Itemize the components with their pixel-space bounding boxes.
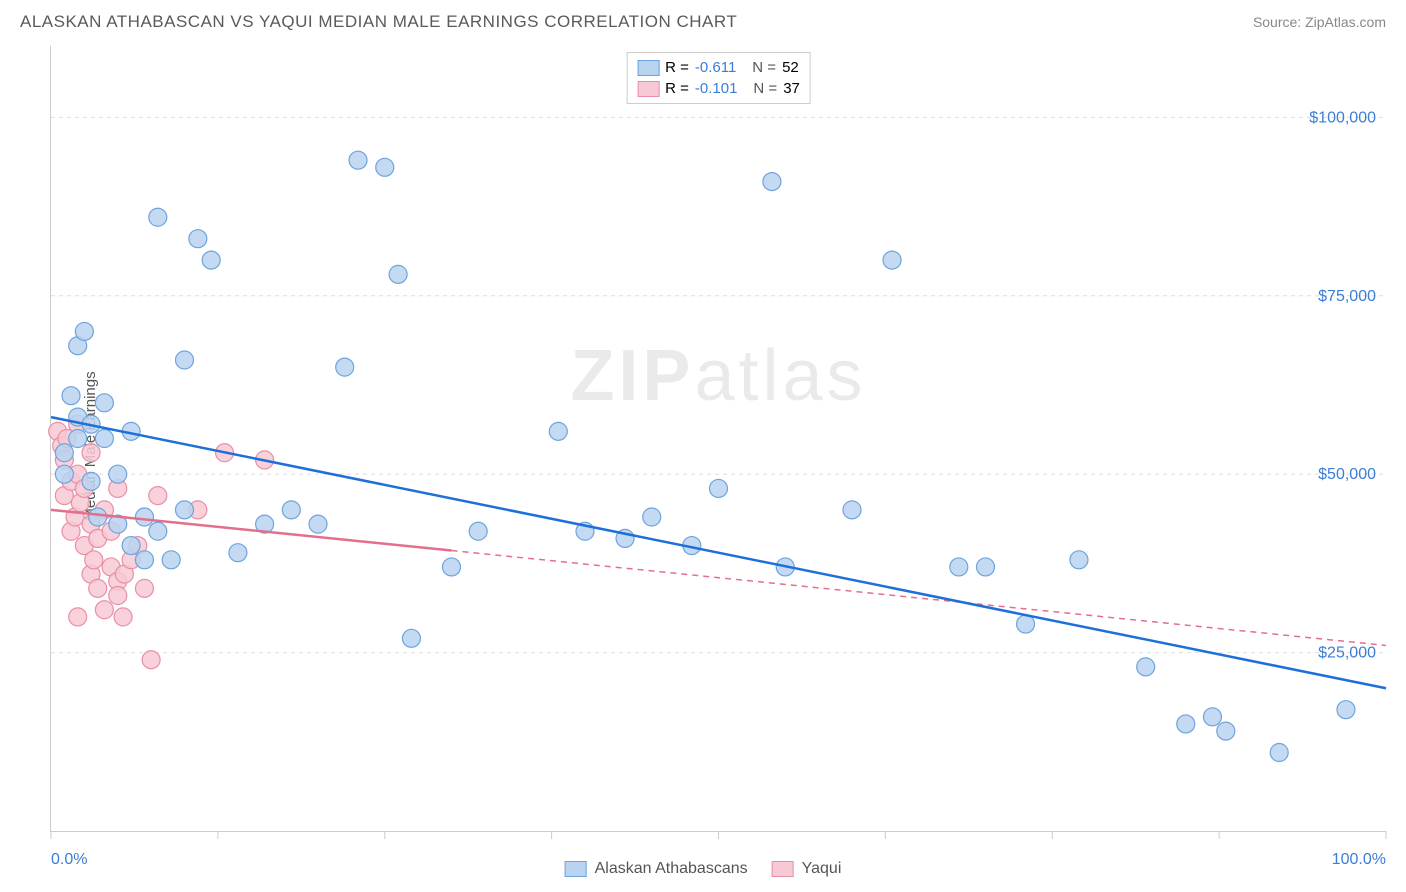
legend-label-athabascan: Alaskan Athabascans <box>595 860 748 878</box>
swatch-yaqui <box>637 81 659 97</box>
r-label: R = <box>665 59 689 76</box>
n-value-athabascan: 52 <box>782 59 799 76</box>
legend-item-athabascan: Alaskan Athabascans <box>565 860 748 878</box>
legend-label-yaqui: Yaqui <box>802 860 842 878</box>
chart-title: ALASKAN ATHABASCAN VS YAQUI MEDIAN MALE … <box>20 12 737 32</box>
svg-text:$100,000: $100,000 <box>1309 109 1376 126</box>
swatch-athabascan-bottom <box>565 861 587 877</box>
source-attribution: Source: ZipAtlas.com <box>1253 14 1386 30</box>
r-value-yaqui: -0.101 <box>695 80 738 97</box>
swatch-athabascan <box>637 60 659 76</box>
legend-item-yaqui: Yaqui <box>772 860 842 878</box>
swatch-yaqui-bottom <box>772 861 794 877</box>
r-label: R = <box>665 80 689 97</box>
x-axis-max-label: 100.0% <box>1332 851 1386 869</box>
r-value-athabascan: -0.611 <box>695 59 736 76</box>
n-label: N = <box>753 80 777 97</box>
n-label: N = <box>752 59 776 76</box>
n-value-yaqui: 37 <box>783 80 800 97</box>
svg-text:$50,000: $50,000 <box>1318 466 1376 483</box>
svg-text:$75,000: $75,000 <box>1318 288 1376 305</box>
legend-row-yaqui: R = -0.101 N = 37 <box>637 78 800 99</box>
plot-svg: $25,000 $50,000 $75,000 $100,000 <box>51 46 1386 831</box>
series-legend: Alaskan Athabascans Yaqui <box>565 860 842 878</box>
chart-plot-area: ZIPatlas $25,000$50,000$75,000$100,000 R… <box>50 46 1386 832</box>
correlation-legend: R = -0.611 N = 52 R = -0.101 N = 37 <box>626 52 811 104</box>
x-axis-min-label: 0.0% <box>51 851 87 869</box>
legend-row-athabascan: R = -0.611 N = 52 <box>637 57 800 78</box>
svg-text:$25,000: $25,000 <box>1318 645 1376 662</box>
